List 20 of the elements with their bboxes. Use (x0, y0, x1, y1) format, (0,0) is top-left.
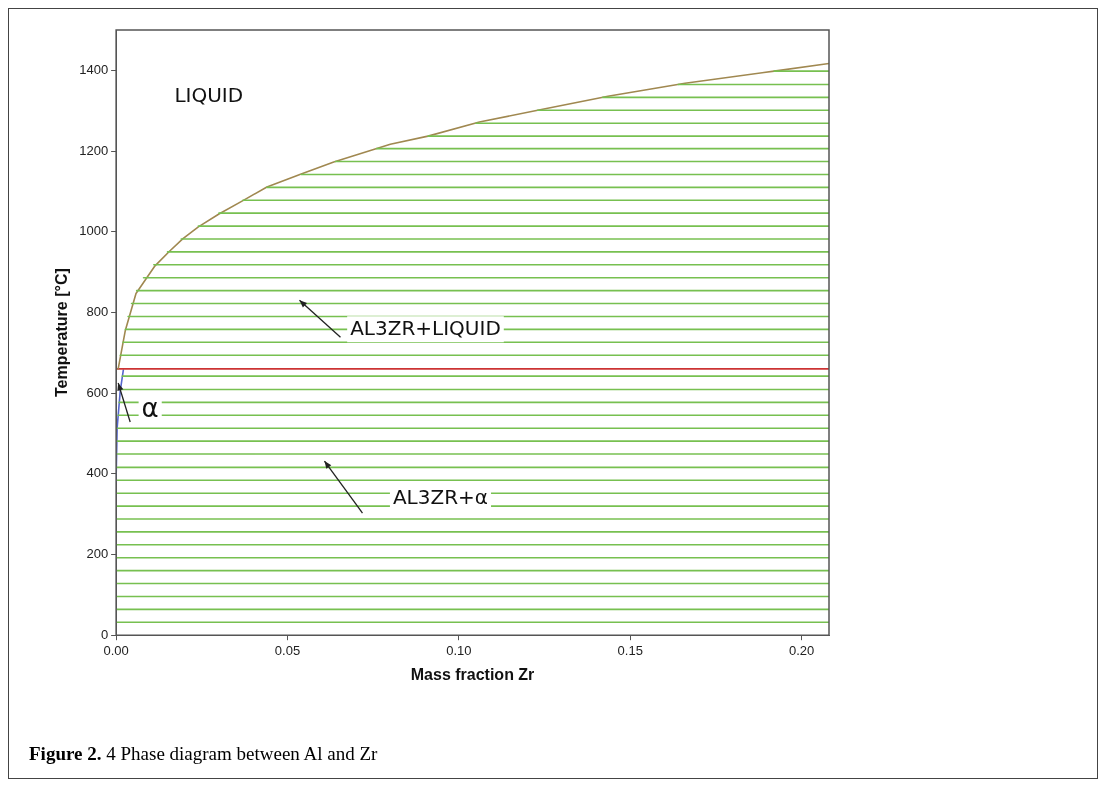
y-tick-label: 1200 (79, 142, 109, 158)
x-tick-label: 0.10 (446, 642, 472, 658)
x-axis-title: Mass fraction Zr (410, 665, 535, 683)
x-tick-label: 0.20 (788, 642, 815, 658)
y-tick-label: 400 (86, 465, 109, 481)
annotation: LIQUID (174, 82, 244, 107)
y-tick-label: 800 (86, 304, 109, 319)
caption: Figure 2. 4 Phase diagram between Al and Zr (29, 743, 378, 765)
y-tick-label: 1000 (79, 223, 109, 239)
y-tick-label: 1400 (79, 61, 109, 77)
y-tick-label: 200 (86, 546, 109, 562)
x-tick-label: 0.00 (103, 642, 129, 658)
annotation: AL3ZR+α (392, 485, 489, 510)
x-tick-label: 0.15 (617, 642, 643, 658)
y-axis-title: Temperature [°C] (53, 268, 71, 397)
annotation: α (141, 392, 159, 423)
x-tick-label: 0.05 (274, 642, 301, 658)
annotation: AL3ZR+LIQUID (350, 315, 501, 340)
y-tick-label: 600 (86, 384, 109, 400)
y-tick-label: 0 (100, 626, 109, 642)
